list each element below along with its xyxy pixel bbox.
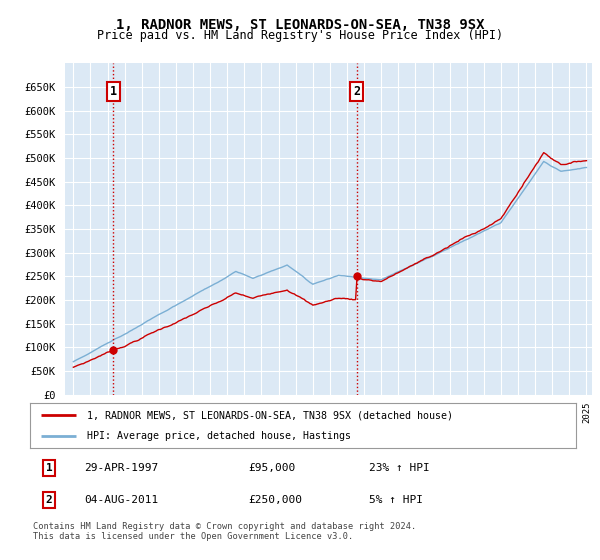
Text: 2: 2	[353, 85, 361, 98]
Text: 2: 2	[46, 495, 52, 505]
Text: £95,000: £95,000	[248, 463, 296, 473]
Text: 1: 1	[46, 463, 52, 473]
Text: 23% ↑ HPI: 23% ↑ HPI	[368, 463, 429, 473]
Text: 5% ↑ HPI: 5% ↑ HPI	[368, 495, 422, 505]
Text: 1, RADNOR MEWS, ST LEONARDS-ON-SEA, TN38 9SX: 1, RADNOR MEWS, ST LEONARDS-ON-SEA, TN38…	[116, 18, 484, 32]
Text: 1, RADNOR MEWS, ST LEONARDS-ON-SEA, TN38 9SX (detached house): 1, RADNOR MEWS, ST LEONARDS-ON-SEA, TN38…	[88, 410, 454, 421]
Text: 1: 1	[110, 85, 117, 98]
Text: 04-AUG-2011: 04-AUG-2011	[85, 495, 159, 505]
Text: HPI: Average price, detached house, Hastings: HPI: Average price, detached house, Hast…	[88, 431, 352, 441]
Text: Price paid vs. HM Land Registry's House Price Index (HPI): Price paid vs. HM Land Registry's House …	[97, 29, 503, 42]
Text: 29-APR-1997: 29-APR-1997	[85, 463, 159, 473]
Text: £250,000: £250,000	[248, 495, 302, 505]
Text: Contains HM Land Registry data © Crown copyright and database right 2024.
This d: Contains HM Land Registry data © Crown c…	[33, 522, 416, 542]
